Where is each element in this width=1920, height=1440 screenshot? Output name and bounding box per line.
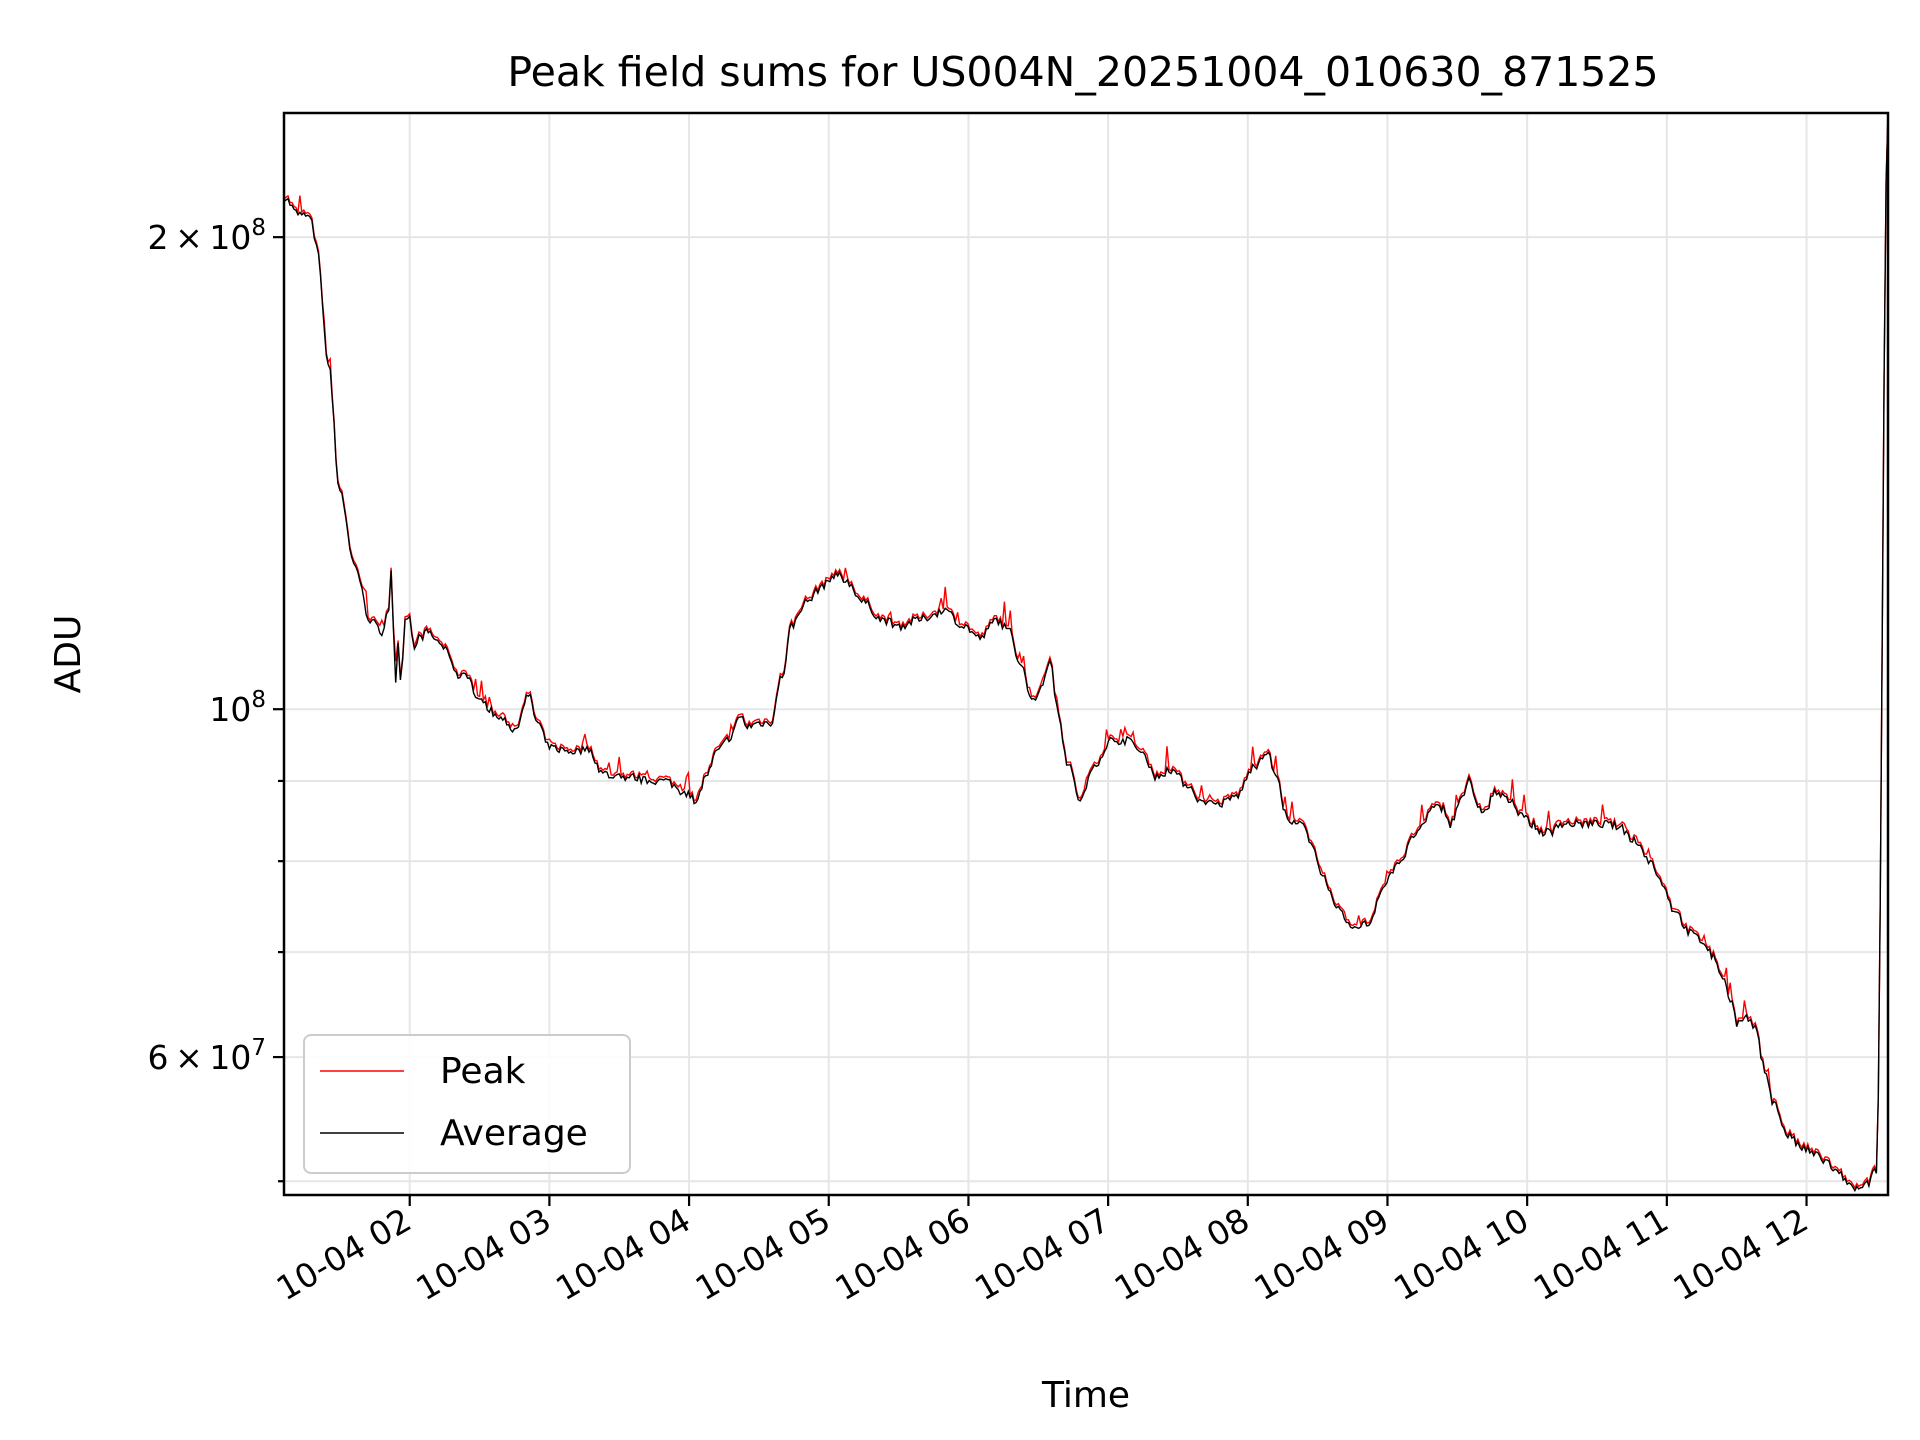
chart-title: Peak field sums for US004N_20251004_0106… xyxy=(507,48,1658,96)
legend-peak-label: Peak xyxy=(440,1051,526,1092)
x-tick-label: 10-04 02 xyxy=(270,1200,418,1308)
series-layer xyxy=(283,112,1889,1193)
x-tick-label: 10-04 07 xyxy=(968,1200,1116,1308)
legend: Peak Average xyxy=(303,1034,631,1174)
plot-frame xyxy=(282,111,1890,1197)
y-tick-label: 108 xyxy=(209,687,266,729)
x-tick-label: 10-04 04 xyxy=(549,1200,697,1308)
y-tick-label: 2 × 108 xyxy=(148,215,266,257)
series-line-average xyxy=(283,113,1889,1193)
x-tick-label: 10-04 09 xyxy=(1247,1200,1395,1308)
x-tick-label: 10-04 08 xyxy=(1108,1200,1256,1308)
x-tick-label: 10-04 11 xyxy=(1527,1200,1675,1308)
x-tick-label: 10-04 10 xyxy=(1387,1200,1535,1308)
x-axis-label: Time xyxy=(1041,1375,1130,1416)
series-line-peak xyxy=(283,112,1889,1190)
y-axis: 6 × 107 108 2 × 108 xyxy=(148,215,284,1183)
x-tick-label: 10-04 12 xyxy=(1667,1200,1815,1308)
legend-average-label: Average xyxy=(440,1113,588,1154)
y-tick-label: 6 × 107 xyxy=(148,1035,266,1077)
x-tick-label: 10-04 06 xyxy=(828,1200,976,1308)
grid xyxy=(284,113,1888,1195)
x-tick-label: 10-04 03 xyxy=(409,1200,557,1308)
x-tick-label: 10-04 05 xyxy=(689,1200,837,1308)
y-axis-label: ADU xyxy=(48,615,89,694)
legend-box xyxy=(303,1034,631,1174)
